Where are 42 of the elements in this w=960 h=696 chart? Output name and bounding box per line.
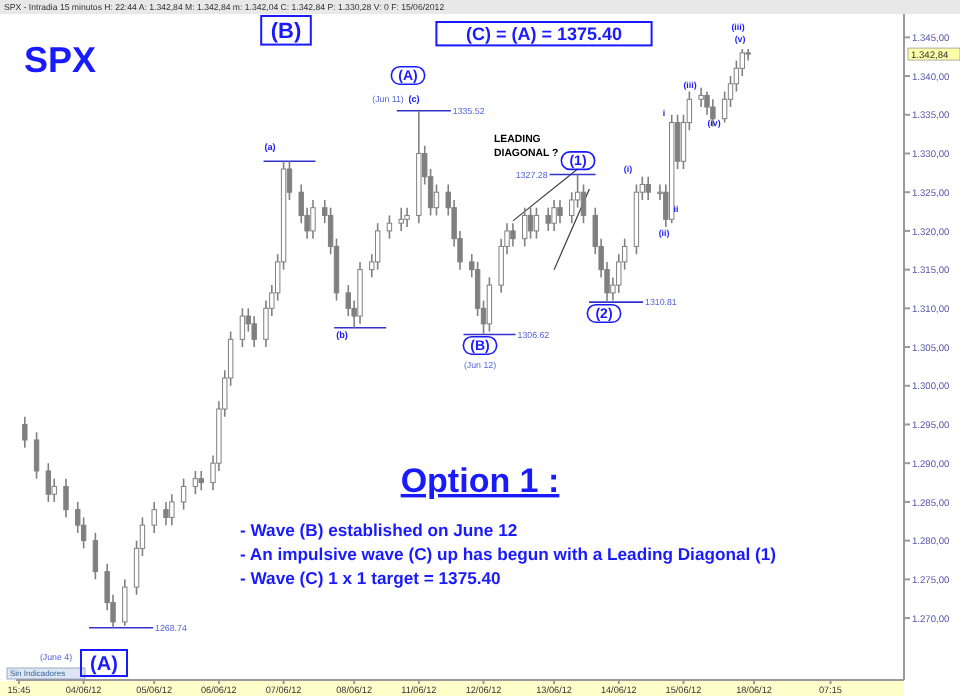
candlestick [698, 86, 704, 108]
candlestick [580, 183, 587, 224]
annotation: (A) [90, 654, 118, 676]
candlestick [527, 206, 534, 240]
candlestick [645, 175, 651, 201]
candlestick [92, 532, 99, 581]
candlestick [404, 206, 410, 228]
candlestick [533, 206, 540, 240]
candlestick [545, 206, 551, 232]
candlestick [63, 477, 69, 519]
candlestick [557, 199, 563, 224]
text: SPX [23, 40, 97, 80]
candlestick [33, 431, 40, 480]
candlestick [510, 222, 516, 248]
candlestick [192, 470, 199, 495]
annotation: (B) [270, 20, 302, 44]
annotation: - An impulsive wave (C) up has begun with a Leading Diagonal (1) [240, 544, 777, 564]
annotation: - Wave (B) established on June 12 [240, 520, 518, 540]
candlestick [310, 199, 316, 240]
candlestick [386, 214, 393, 240]
candlestick [180, 477, 187, 511]
candlestick [251, 315, 257, 348]
candlestick [22, 415, 28, 449]
annotation: - Wave (C) 1 x 1 target = 1375.40 [240, 568, 502, 588]
candlestick [239, 307, 246, 348]
candlestick [486, 276, 493, 333]
candlestick [163, 501, 169, 526]
candlestick [45, 462, 52, 503]
candlestick [198, 470, 204, 492]
candlestick [151, 501, 157, 534]
candlestick [357, 261, 363, 325]
candlestick [374, 222, 381, 271]
candlestick [398, 206, 404, 232]
candlestick [51, 477, 57, 503]
candlestick [433, 183, 440, 217]
candlestick [169, 493, 175, 526]
annotation: Option 1 : [400, 462, 560, 500]
candlestick [745, 48, 751, 62]
candlestick [521, 206, 528, 248]
candlestick [551, 199, 557, 232]
candlestick [122, 578, 128, 627]
annotation: (C) = (A) = 1375.40 [465, 24, 623, 44]
